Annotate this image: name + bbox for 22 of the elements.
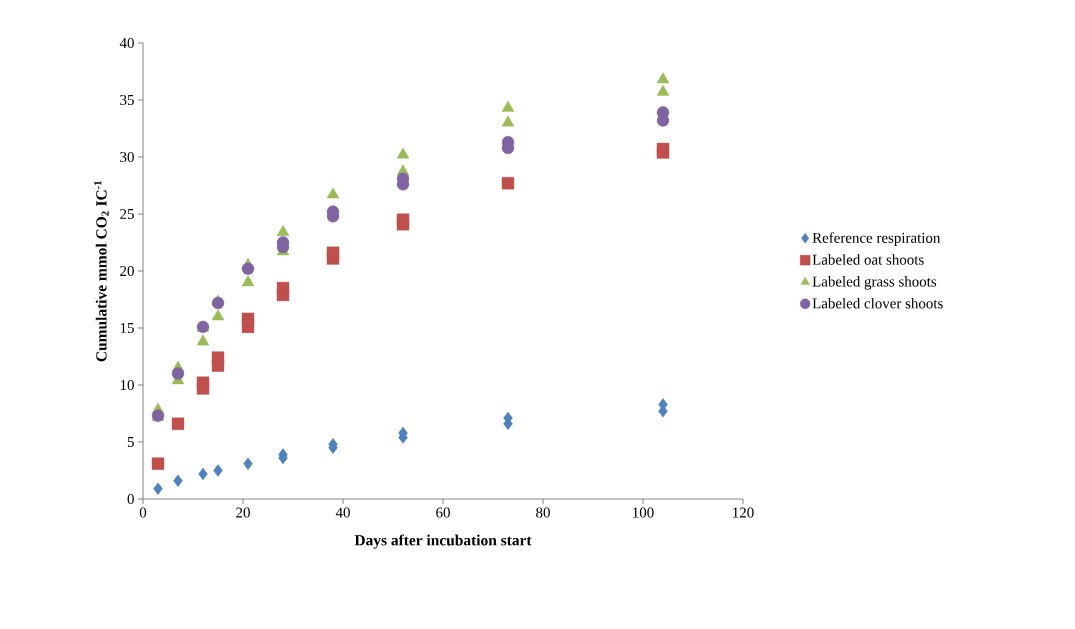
y-tick-label: 0 bbox=[127, 493, 134, 505]
y-tick-label: 30 bbox=[120, 151, 134, 163]
y-tick-label: 10 bbox=[120, 379, 134, 391]
x-axis-title: Days after incubation start bbox=[354, 534, 532, 549]
y-tick-label: 5 bbox=[127, 437, 134, 447]
y-tick-label: 40 bbox=[119, 37, 134, 49]
x-tick-label: 120 bbox=[733, 507, 754, 518]
y-tick-label: 20 bbox=[120, 265, 134, 277]
x-tick-label: 60 bbox=[436, 507, 450, 518]
x-tick-label: 0 bbox=[139, 507, 147, 518]
legend-label: Reference respiration bbox=[812, 232, 941, 246]
x-tick-label: 100 bbox=[633, 507, 654, 518]
y-tick-label: 25 bbox=[120, 208, 134, 220]
x-tick-label: 20 bbox=[236, 507, 250, 518]
legend-label: Labeled oat shoots bbox=[812, 254, 924, 265]
y-tick-label: 35 bbox=[120, 94, 134, 106]
y-tick-label: 15 bbox=[120, 323, 134, 333]
legend-label: Labeled grass shoots bbox=[812, 276, 937, 290]
x-tick-label: 80 bbox=[536, 507, 550, 518]
x-tick-label: 40 bbox=[335, 507, 350, 518]
legend-label: Labeled clover shoots bbox=[812, 297, 943, 309]
y-axis-title: Cumulative mmol CO$_{2}$ IC$^{-1}$ bbox=[94, 180, 109, 362]
